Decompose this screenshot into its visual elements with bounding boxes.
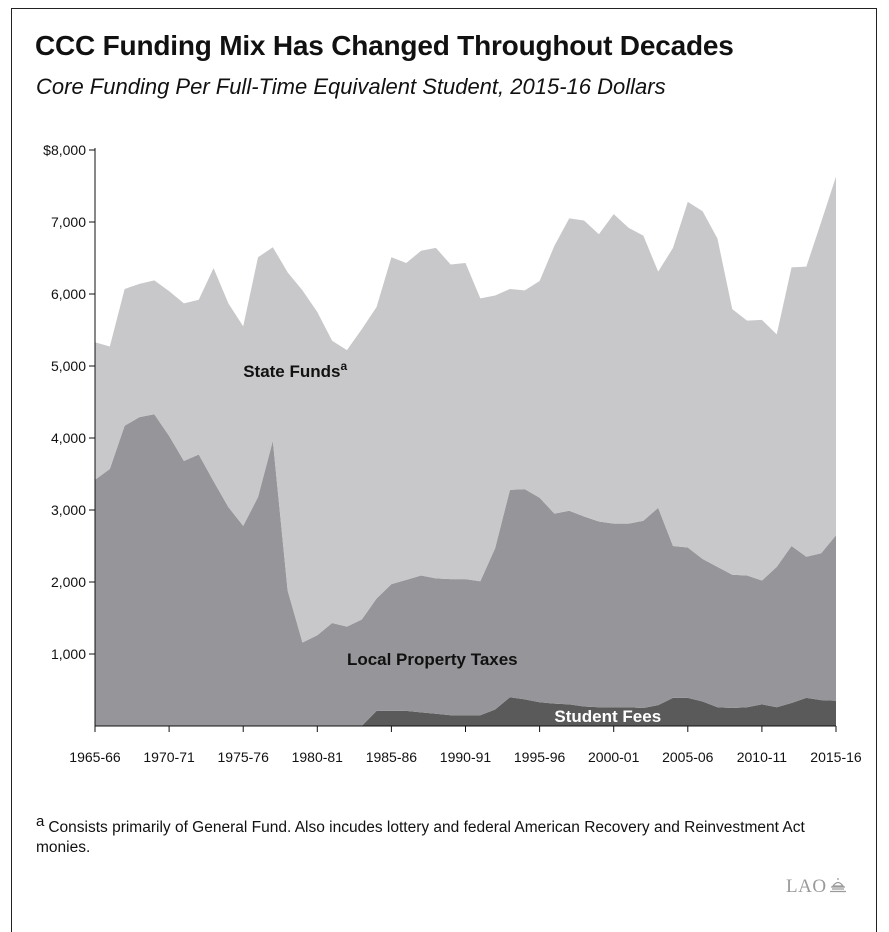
footnote-marker: a — [36, 813, 45, 830]
chart-axes: 1,000 2,000 3,000 4,000 5,000 6,000 7,000 $8,00… — [43, 142, 862, 765]
y-tick-label: 4,000 — [51, 430, 86, 446]
x-tick-label: 1985-86 — [366, 749, 418, 765]
area-layers — [95, 176, 836, 726]
y-tick-label: 6,000 — [51, 286, 86, 302]
footnote: a Consists primarily of General Fund. Als… — [36, 813, 856, 858]
label-superscript: a — [340, 359, 347, 373]
lao-logo: LAO — [786, 876, 848, 898]
x-tick-label: 1980-81 — [292, 749, 344, 765]
x-tick-label: 1965-66 — [69, 749, 121, 765]
chart-subtitle: Core Funding Per Full-Time Equivalent St… — [36, 74, 666, 99]
y-tick-label: 3,000 — [51, 502, 86, 518]
x-tick-label: 2005-06 — [662, 749, 714, 765]
chart-frame — [11, 8, 877, 932]
area-state-funds — [95, 176, 836, 643]
y-tick-label: $8,000 — [43, 142, 86, 158]
x-tick-label: 2000-01 — [588, 749, 640, 765]
label-student-fees: Student Fees — [554, 707, 661, 726]
footnote-text: Consists primarily of General Fund. Also… — [36, 819, 805, 856]
area-labels: State Fundsa Local Property Taxes Student … — [243, 359, 661, 726]
capitol-dome-icon — [829, 878, 846, 893]
lao-logo-text: LAO — [786, 876, 827, 897]
chart-title: CCC Funding Mix Has Changed Throughout D… — [35, 30, 734, 61]
x-tick-label: 1970-71 — [143, 749, 195, 765]
area-local-property-taxes — [95, 414, 836, 726]
label-state-funds: State Fundsa — [243, 359, 347, 381]
x-tick-label: 1990-91 — [440, 749, 492, 765]
area-student-fees — [95, 697, 836, 726]
x-tick-label: 1995-96 — [514, 749, 566, 765]
x-tick-label: 1975-76 — [218, 749, 270, 765]
x-tick-label: 2015-16 — [810, 749, 862, 765]
y-tick-label: 1,000 — [51, 646, 86, 662]
label-local-property-taxes: Local Property Taxes — [347, 650, 518, 669]
y-tick-label: 7,000 — [51, 214, 86, 230]
x-tick-label: 2010-11 — [737, 749, 788, 765]
y-tick-label: 2,000 — [51, 574, 86, 590]
y-tick-label: 5,000 — [51, 358, 86, 374]
